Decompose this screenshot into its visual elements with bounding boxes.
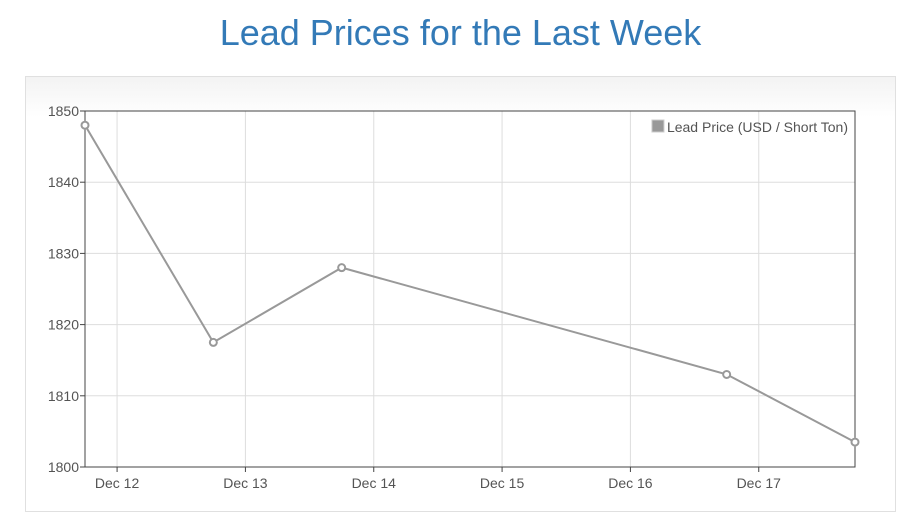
- x-tick-label: Dec 12: [95, 475, 140, 491]
- data-point: [722, 369, 732, 379]
- y-tick-label: 1810: [48, 388, 79, 404]
- x-tick-label: Dec 15: [480, 475, 525, 491]
- x-tick-label: Dec 17: [737, 475, 782, 491]
- series: [80, 120, 860, 447]
- y-tick-label: 1820: [48, 317, 79, 333]
- data-point: [850, 437, 860, 447]
- chart-panel: 1800 1810 1820 1830 1840 1850 Dec 12 Dec 13 Dec…: [25, 76, 896, 512]
- y-tick-label: 1830: [48, 245, 79, 261]
- legend-label: Lead Price (USD / Short Ton): [667, 119, 848, 135]
- legend[interactable]: Lead Price (USD / Short Ton): [651, 119, 848, 135]
- x-tick-label: Dec 16: [608, 475, 653, 491]
- plot-frame: [84, 110, 856, 468]
- y-tick-label: 1850: [48, 103, 79, 119]
- data-point: [337, 263, 347, 273]
- y-tick-label: 1800: [48, 459, 79, 475]
- series-line: [84, 124, 856, 443]
- y-axis: 1800 1810 1820 1830 1840 1850: [48, 103, 85, 475]
- x-tick-label: Dec 14: [352, 475, 397, 491]
- grid: [85, 110, 855, 468]
- y-tick-label: 1840: [48, 174, 79, 190]
- data-point: [80, 120, 90, 130]
- data-point: [208, 337, 218, 347]
- x-tick-label: Dec 13: [223, 475, 268, 491]
- legend-swatch: [651, 119, 665, 133]
- x-axis: Dec 12 Dec 13 Dec 14 Dec 15 Dec 16 Dec 17: [95, 467, 781, 491]
- page-title: Lead Prices for the Last Week: [219, 12, 702, 53]
